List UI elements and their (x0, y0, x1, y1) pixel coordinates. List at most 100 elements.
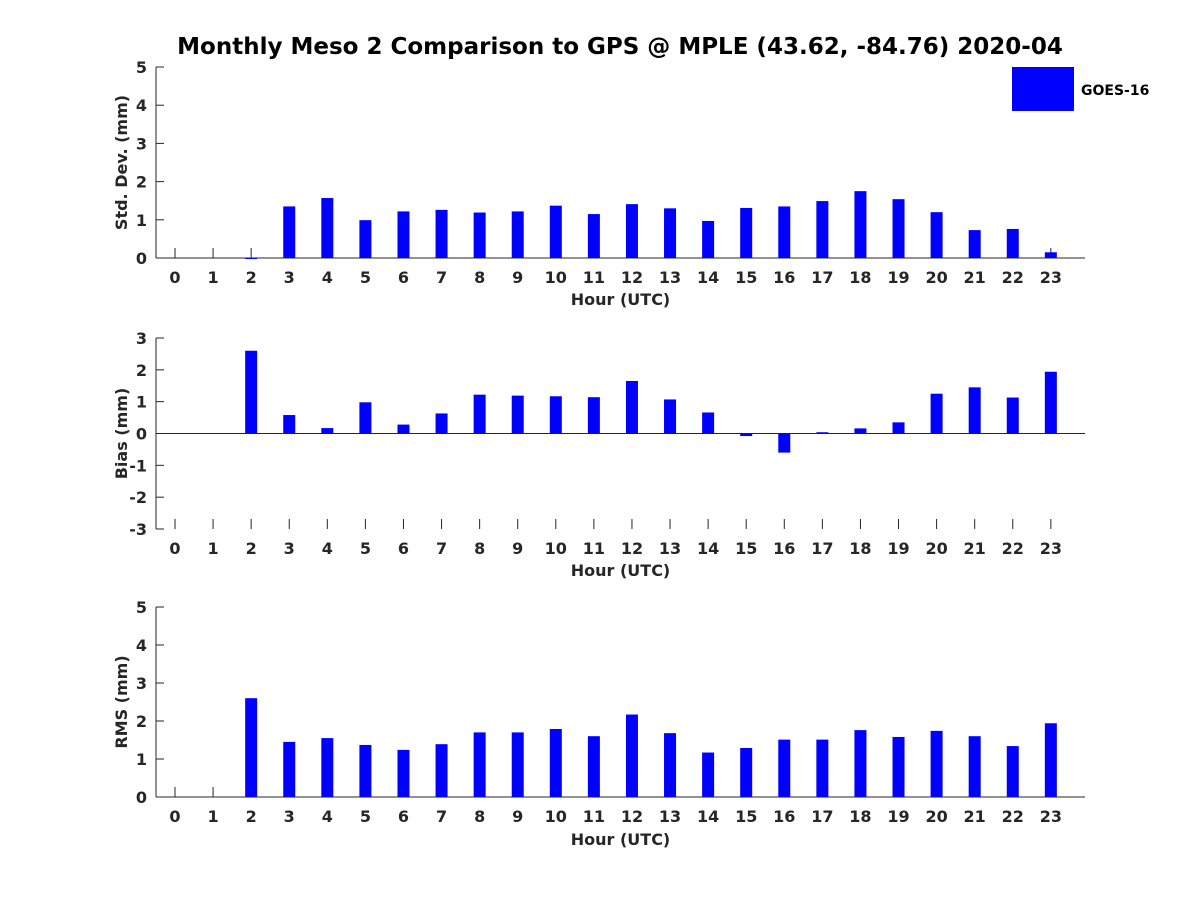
bar-hour-16 (778, 433, 791, 453)
y-tick-label: 3 (136, 134, 147, 153)
x-tick-label: 22 (1002, 807, 1024, 826)
y-tick-label: 2 (136, 361, 147, 380)
x-tick-label: 2 (246, 268, 257, 287)
bar-hour-10 (549, 205, 562, 258)
x-tick-label: 23 (1040, 539, 1062, 558)
bar-hour-10 (549, 728, 562, 797)
x-tick-label: 16 (773, 268, 795, 287)
y-tick-label: 2 (136, 712, 147, 731)
bar-hour-16 (778, 206, 791, 258)
x-tick-label: 3 (284, 268, 295, 287)
x-tick-label: 21 (964, 268, 986, 287)
bar-hour-15 (740, 433, 753, 437)
bar-hour-22 (1006, 746, 1019, 797)
x-axis-label: Hour (UTC) (571, 290, 671, 309)
bar-hour-19 (892, 199, 905, 258)
x-tick-label: 15 (735, 268, 757, 287)
x-tick-label: 19 (887, 807, 909, 826)
bar-hour-13 (664, 208, 677, 258)
y-tick-label: -3 (129, 520, 147, 539)
bar-hour-2 (245, 258, 258, 259)
x-tick-label: 10 (545, 539, 567, 558)
x-tick-label: 20 (925, 539, 947, 558)
x-tick-label: 5 (360, 807, 371, 826)
y-tick-label: 5 (136, 598, 147, 617)
bar-hour-11 (587, 736, 600, 797)
bar-hour-20 (930, 393, 943, 434)
y-tick-label: 2 (136, 173, 147, 192)
x-tick-label: 16 (773, 807, 795, 826)
x-tick-label: 18 (849, 807, 871, 826)
y-axis-label: Bias (mm) (112, 388, 131, 480)
bar-hour-14 (702, 752, 715, 797)
bar-hour-11 (587, 214, 600, 258)
bar-hour-7 (435, 744, 448, 797)
x-tick-label: 20 (925, 807, 947, 826)
y-tick-label: 0 (136, 425, 147, 444)
x-axis-label: Hour (UTC) (571, 830, 671, 849)
bar-hour-15 (740, 207, 753, 258)
y-tick-label: 1 (136, 750, 147, 769)
bar-hour-22 (1006, 397, 1019, 434)
x-tick-label: 5 (360, 268, 371, 287)
x-tick-label: 6 (398, 539, 409, 558)
bar-hour-11 (587, 397, 600, 434)
x-tick-label: 14 (697, 268, 719, 287)
bar-hour-20 (930, 212, 943, 258)
bar-hour-6 (397, 211, 410, 258)
bar-hour-18 (854, 191, 867, 258)
y-tick-label: 1 (136, 393, 147, 412)
bar-hour-15 (740, 747, 753, 797)
bar-hour-17 (816, 201, 829, 258)
bar-hour-7 (435, 209, 448, 258)
x-tick-label: 21 (964, 539, 986, 558)
y-tick-label: 3 (136, 674, 147, 693)
bar-hour-21 (968, 387, 981, 434)
x-tick-label: 20 (925, 268, 947, 287)
x-axis-label: Hour (UTC) (571, 561, 671, 580)
bar-hour-6 (397, 749, 410, 797)
bar-hour-10 (549, 396, 562, 434)
x-tick-label: 5 (360, 539, 371, 558)
x-tick-label: 11 (583, 807, 605, 826)
bar-hour-19 (892, 422, 905, 434)
bar-hour-4 (321, 428, 334, 434)
legend: GOES-16 (1012, 67, 1149, 111)
legend-label: GOES-16 (1081, 83, 1149, 99)
x-tick-label: 6 (398, 807, 409, 826)
x-tick-label: 2 (246, 807, 257, 826)
bar-hour-8 (473, 212, 486, 258)
x-tick-label: 3 (284, 807, 295, 826)
x-tick-label: 17 (811, 268, 833, 287)
x-tick-label: 13 (659, 539, 681, 558)
x-tick-label: 1 (208, 539, 219, 558)
bar-hour-22 (1006, 228, 1019, 258)
x-tick-label: 23 (1040, 268, 1062, 287)
y-tick-label: 0 (136, 249, 147, 268)
bar-hour-7 (435, 413, 448, 434)
bar-hour-9 (511, 211, 524, 258)
bar-hour-2 (245, 350, 258, 434)
y-tick-label: 3 (136, 329, 147, 348)
x-tick-label: 10 (545, 268, 567, 287)
bar-hour-5 (359, 402, 372, 434)
x-tick-label: 8 (474, 539, 485, 558)
x-tick-label: 21 (964, 807, 986, 826)
y-axis-label: Std. Dev. (mm) (112, 95, 131, 230)
bar-hour-21 (968, 230, 981, 258)
x-tick-label: 11 (583, 539, 605, 558)
bar-hour-23 (1044, 371, 1057, 434)
y-tick-label: -2 (129, 488, 147, 507)
x-tick-label: 9 (512, 807, 523, 826)
x-tick-label: 2 (246, 539, 257, 558)
y-tick-label: 1 (136, 211, 147, 230)
bar-hour-5 (359, 220, 372, 258)
x-tick-label: 12 (621, 268, 643, 287)
bar-hour-9 (511, 395, 524, 434)
bar-hour-20 (930, 730, 943, 797)
x-tick-label: 15 (735, 539, 757, 558)
